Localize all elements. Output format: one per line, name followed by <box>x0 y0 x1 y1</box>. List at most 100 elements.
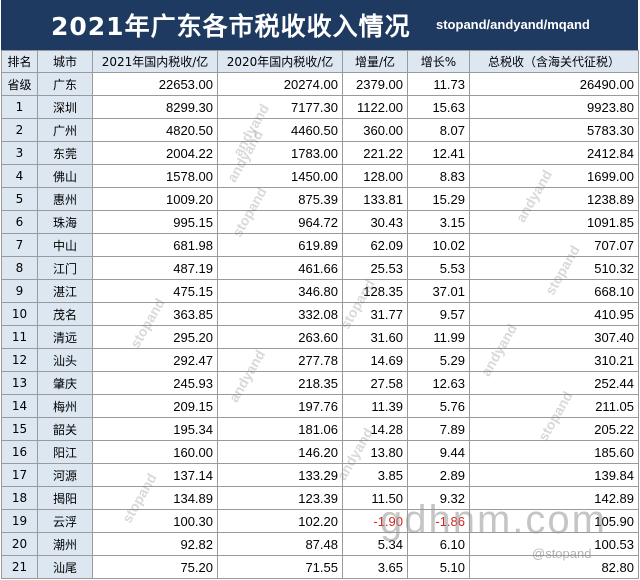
city-cell: 肇庆 <box>37 371 93 395</box>
rank-cell: 省级 <box>1 72 38 96</box>
city-cell: 云浮 <box>37 509 93 533</box>
city-cell: 湛江 <box>37 279 93 303</box>
table-row: 11 清远 295.20 263.60 31.60 11.99 307.40 <box>1 325 639 349</box>
increment-cell: 25.53 <box>342 256 408 280</box>
rank-cell: 14 <box>1 394 38 418</box>
growth-cell: 5.29 <box>407 348 470 372</box>
col-header-city: 城市 <box>37 50 93 73</box>
growth-cell: 15.63 <box>407 95 470 119</box>
tax-2021-cell: 363.85 <box>92 302 218 326</box>
table-row: 省级 广东 22653.00 20274.00 2379.00 11.73 26490.00 <box>1 72 639 96</box>
rank-cell: 11 <box>1 325 38 349</box>
increment-cell: 128.00 <box>342 164 408 188</box>
tax-2020-cell: 1450.00 <box>217 164 343 188</box>
total-tax-cell: 142.89 <box>469 486 639 510</box>
col-header-delta: 增量/亿 <box>342 50 408 73</box>
city-cell: 惠州 <box>37 187 93 211</box>
rank-cell: 5 <box>1 187 38 211</box>
tax-2020-cell: 263.60 <box>217 325 343 349</box>
tax-2020-cell: 461.66 <box>217 256 343 280</box>
table-row: 10 茂名 363.85 332.08 31.77 9.57 410.95 <box>1 302 639 326</box>
total-tax-cell: 100.53 <box>469 532 639 556</box>
rank-cell: 1 <box>1 95 38 119</box>
increment-cell: 128.35 <box>342 279 408 303</box>
city-cell: 韶关 <box>37 417 93 441</box>
increment-cell: 3.85 <box>342 463 408 487</box>
tax-2020-cell: 133.29 <box>217 463 343 487</box>
growth-cell: 12.41 <box>407 141 470 165</box>
total-tax-cell: 668.10 <box>469 279 639 303</box>
total-tax-cell: 205.22 <box>469 417 639 441</box>
city-cell: 梅州 <box>37 394 93 418</box>
rank-cell: 17 <box>1 463 38 487</box>
tax-2021-cell: 137.14 <box>92 463 218 487</box>
tax-2020-cell: 87.48 <box>217 532 343 556</box>
growth-cell: 9.57 <box>407 302 470 326</box>
city-cell: 河源 <box>37 463 93 487</box>
table-row: 1 深圳 8299.30 7177.30 1122.00 15.63 9923.80 <box>1 95 639 119</box>
table-row: 9 湛江 475.15 346.80 128.35 37.01 668.10 <box>1 279 639 303</box>
rank-cell: 16 <box>1 440 38 464</box>
growth-cell: 12.63 <box>407 371 470 395</box>
rank-cell: 6 <box>1 210 38 234</box>
city-cell: 东莞 <box>37 141 93 165</box>
table-row: 14 梅州 209.15 197.76 11.39 5.76 211.05 <box>1 394 639 418</box>
table-row: 21 汕尾 75.20 71.55 3.65 5.10 82.80 <box>1 555 639 579</box>
table-row: 16 阳江 160.00 146.20 13.80 9.44 185.60 <box>1 440 639 464</box>
growth-cell: 5.76 <box>407 394 470 418</box>
city-cell: 汕尾 <box>37 555 93 579</box>
increment-cell: 14.69 <box>342 348 408 372</box>
growth-cell: 2.89 <box>407 463 470 487</box>
tax-2020-cell: 4460.50 <box>217 118 343 142</box>
total-tax-cell: 2412.84 <box>469 141 639 165</box>
increment-cell: 5.34 <box>342 532 408 556</box>
tax-2020-cell: 218.35 <box>217 371 343 395</box>
tax-2021-cell: 1578.00 <box>92 164 218 188</box>
increment-cell: 27.58 <box>342 371 408 395</box>
city-cell: 深圳 <box>37 95 93 119</box>
col-header-total: 总税收（含海关代征税） <box>469 50 639 73</box>
table-row: 18 揭阳 134.89 123.39 11.50 9.32 142.89 <box>1 486 639 510</box>
increment-cell: 11.39 <box>342 394 408 418</box>
tax-2020-cell: 123.39 <box>217 486 343 510</box>
tax-2021-cell: 100.30 <box>92 509 218 533</box>
growth-cell: 8.83 <box>407 164 470 188</box>
growth-cell: 8.07 <box>407 118 470 142</box>
rank-cell: 7 <box>1 233 38 257</box>
growth-cell: 10.02 <box>407 233 470 257</box>
city-cell: 潮州 <box>37 532 93 556</box>
tax-2021-cell: 2004.22 <box>92 141 218 165</box>
increment-cell: -1.90 <box>342 509 408 533</box>
total-tax-cell: 9923.80 <box>469 95 639 119</box>
table-row: 5 惠州 1009.20 875.39 133.81 15.29 1238.89 <box>1 187 639 211</box>
city-cell: 江门 <box>37 256 93 280</box>
rank-cell: 19 <box>1 509 38 533</box>
growth-cell: 5.10 <box>407 555 470 579</box>
tax-2021-cell: 134.89 <box>92 486 218 510</box>
tax-2020-cell: 71.55 <box>217 555 343 579</box>
page-title: 2021年广东各市税收收入情况 <box>51 12 411 41</box>
tax-2020-cell: 102.20 <box>217 509 343 533</box>
growth-cell: 11.99 <box>407 325 470 349</box>
table-row: 13 肇庆 245.93 218.35 27.58 12.63 252.44 <box>1 371 639 395</box>
city-cell: 茂名 <box>37 302 93 326</box>
tax-2020-cell: 146.20 <box>217 440 343 464</box>
tax-2021-cell: 8299.30 <box>92 95 218 119</box>
title-bar: 2021年广东各市税收收入情况 stopand/andyand/mqand <box>1 0 638 50</box>
city-cell: 广东 <box>37 72 93 96</box>
rank-cell: 3 <box>1 141 38 165</box>
tax-2021-cell: 292.47 <box>92 348 218 372</box>
total-tax-cell: 307.40 <box>469 325 639 349</box>
total-tax-cell: 82.80 <box>469 555 639 579</box>
rank-cell: 12 <box>1 348 38 372</box>
growth-cell: 9.44 <box>407 440 470 464</box>
rank-cell: 9 <box>1 279 38 303</box>
increment-cell: 62.09 <box>342 233 408 257</box>
total-tax-cell: 1091.85 <box>469 210 639 234</box>
total-tax-cell: 252.44 <box>469 371 639 395</box>
col-header-growth: 增长% <box>407 50 470 73</box>
total-tax-cell: 26490.00 <box>469 72 639 96</box>
growth-cell: -1.86 <box>407 509 470 533</box>
total-tax-cell: 5783.30 <box>469 118 639 142</box>
tax-2021-cell: 245.93 <box>92 371 218 395</box>
